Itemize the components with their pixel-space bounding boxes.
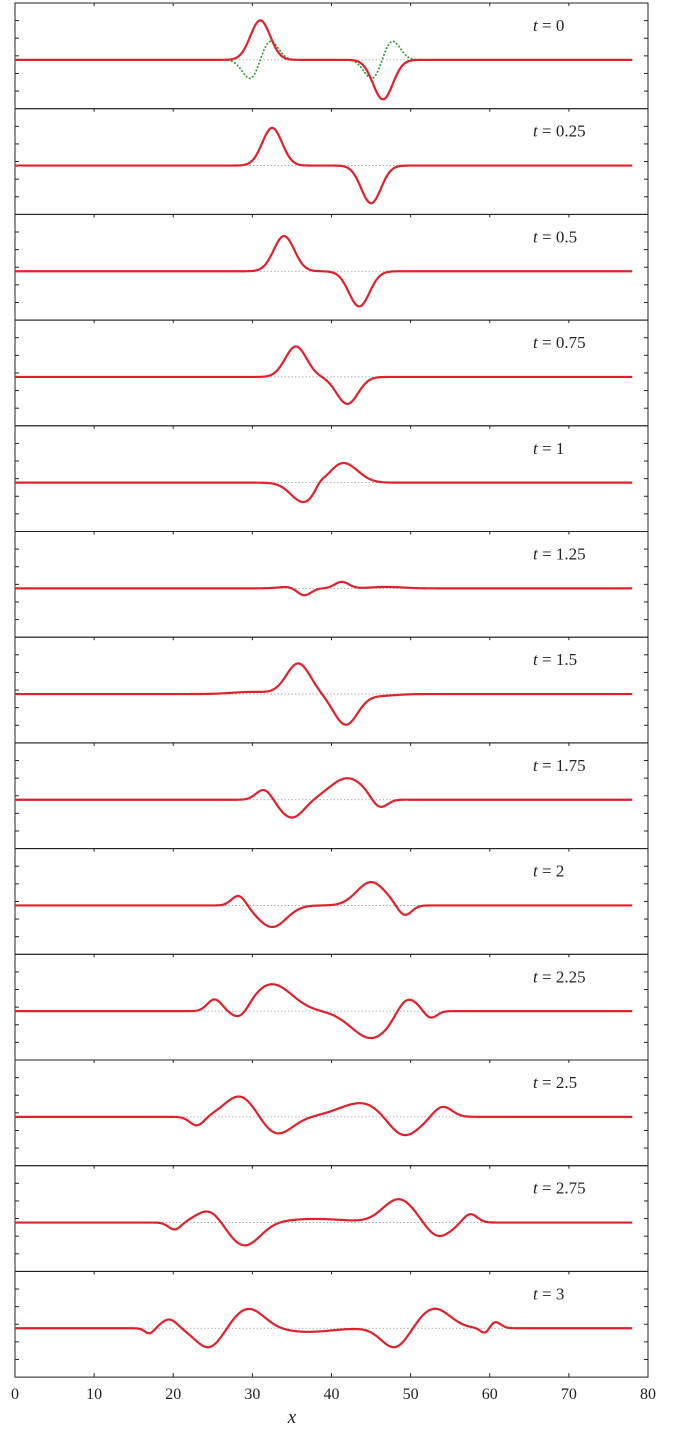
series-line-6	[14, 662, 633, 726]
panel-label-1: t = 0.25	[533, 122, 586, 141]
panel-label-11: t = 2.75	[533, 1179, 586, 1198]
series-line-10	[14, 1095, 633, 1137]
panel-label-2: t = 0.5	[533, 227, 577, 246]
x-tick-label-1: 10	[86, 1386, 102, 1403]
panel-label-12: t = 3	[533, 1284, 564, 1303]
x-tick-label-2: 20	[165, 1386, 181, 1403]
series-line-1	[14, 126, 633, 205]
series-line-5	[14, 580, 633, 597]
panel-label-5: t = 1.25	[533, 545, 586, 564]
x-tick-label-7: 70	[561, 1386, 577, 1403]
panel-label-3: t = 0.75	[533, 333, 586, 352]
panel-label-9: t = 2.25	[533, 967, 586, 986]
panel-label-8: t = 2	[533, 862, 564, 881]
x-tick-label-0: 0	[11, 1386, 19, 1403]
x-tick-label-8: 80	[640, 1386, 656, 1403]
panel-label-0: t = 0	[533, 16, 564, 35]
x-axis-label: x	[287, 1407, 297, 1428]
panel-label-6: t = 1.5	[533, 650, 577, 669]
x-tick-label-4: 40	[324, 1386, 340, 1403]
series-line-2	[14, 234, 633, 308]
x-tick-label-5: 50	[403, 1386, 419, 1403]
series-line-7	[14, 777, 633, 819]
series-line-3	[14, 345, 633, 405]
panel-label-7: t = 1.75	[533, 756, 586, 775]
series-line-9	[14, 983, 633, 1040]
series-line-0	[14, 19, 633, 101]
x-tick-label-3: 30	[244, 1386, 260, 1403]
series-line-11	[14, 1198, 633, 1247]
series-line-8	[14, 881, 633, 929]
panel-label-10: t = 2.5	[533, 1073, 577, 1092]
panel-label-4: t = 1	[533, 439, 564, 458]
series-line-12	[14, 1307, 633, 1349]
series-line-4	[14, 461, 633, 504]
x-tick-label-6: 60	[482, 1386, 498, 1403]
